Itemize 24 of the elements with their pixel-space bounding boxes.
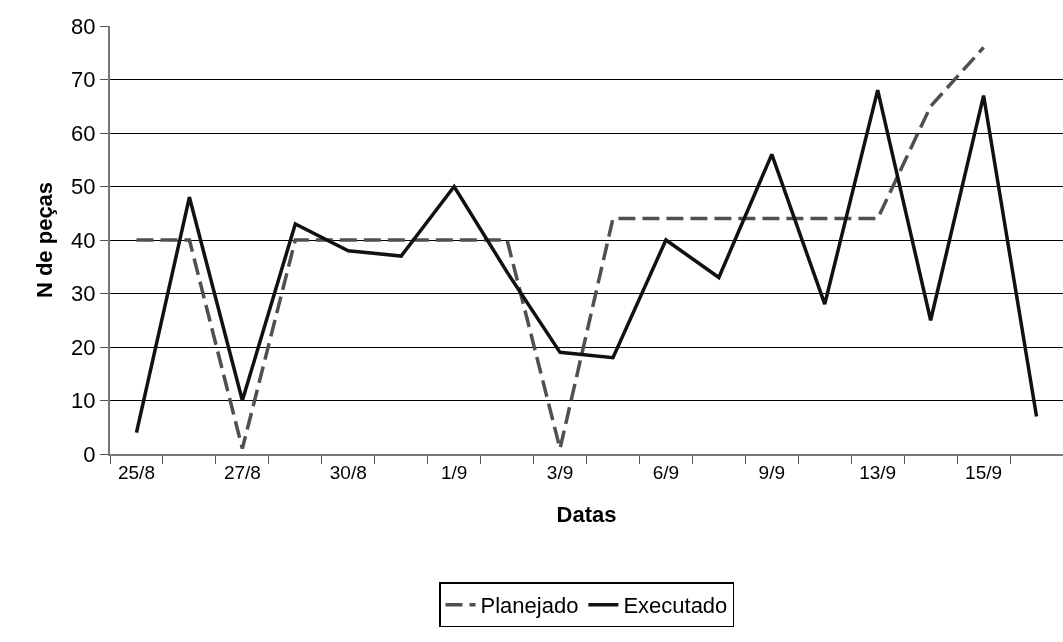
y-axis-title: N de peças	[32, 181, 58, 299]
y-tick-label: 50	[71, 174, 96, 200]
x-axis-title: Datas	[556, 502, 617, 528]
y-tick-label: 0	[83, 441, 96, 467]
y-tick-label: 80	[71, 13, 96, 39]
x-tick-label: 27/8	[223, 461, 261, 483]
y-tick-label: 10	[71, 388, 96, 414]
x-tick-label: 25/8	[117, 461, 155, 483]
legend-label: Planejado	[480, 593, 579, 619]
x-tick-label: 1/9	[440, 461, 468, 483]
x-tick-label: 13/9	[859, 461, 897, 483]
x-tick-label: 9/9	[758, 461, 786, 483]
y-tick-label: 30	[71, 281, 96, 307]
y-tick-label: 40	[71, 227, 96, 253]
x-tick-label: 30/8	[329, 461, 367, 483]
line-series	[134, 88, 1039, 435]
x-tick-label: 15/9	[965, 461, 1003, 483]
line-series	[134, 45, 986, 451]
y-tick-label: 60	[71, 120, 96, 146]
y-tick-label: 70	[71, 67, 96, 93]
legend-label: Executado	[623, 593, 728, 619]
x-tick-label: 6/9	[652, 461, 680, 483]
x-tick-label: 3/9	[546, 461, 574, 483]
y-tick-label: 20	[71, 334, 96, 360]
